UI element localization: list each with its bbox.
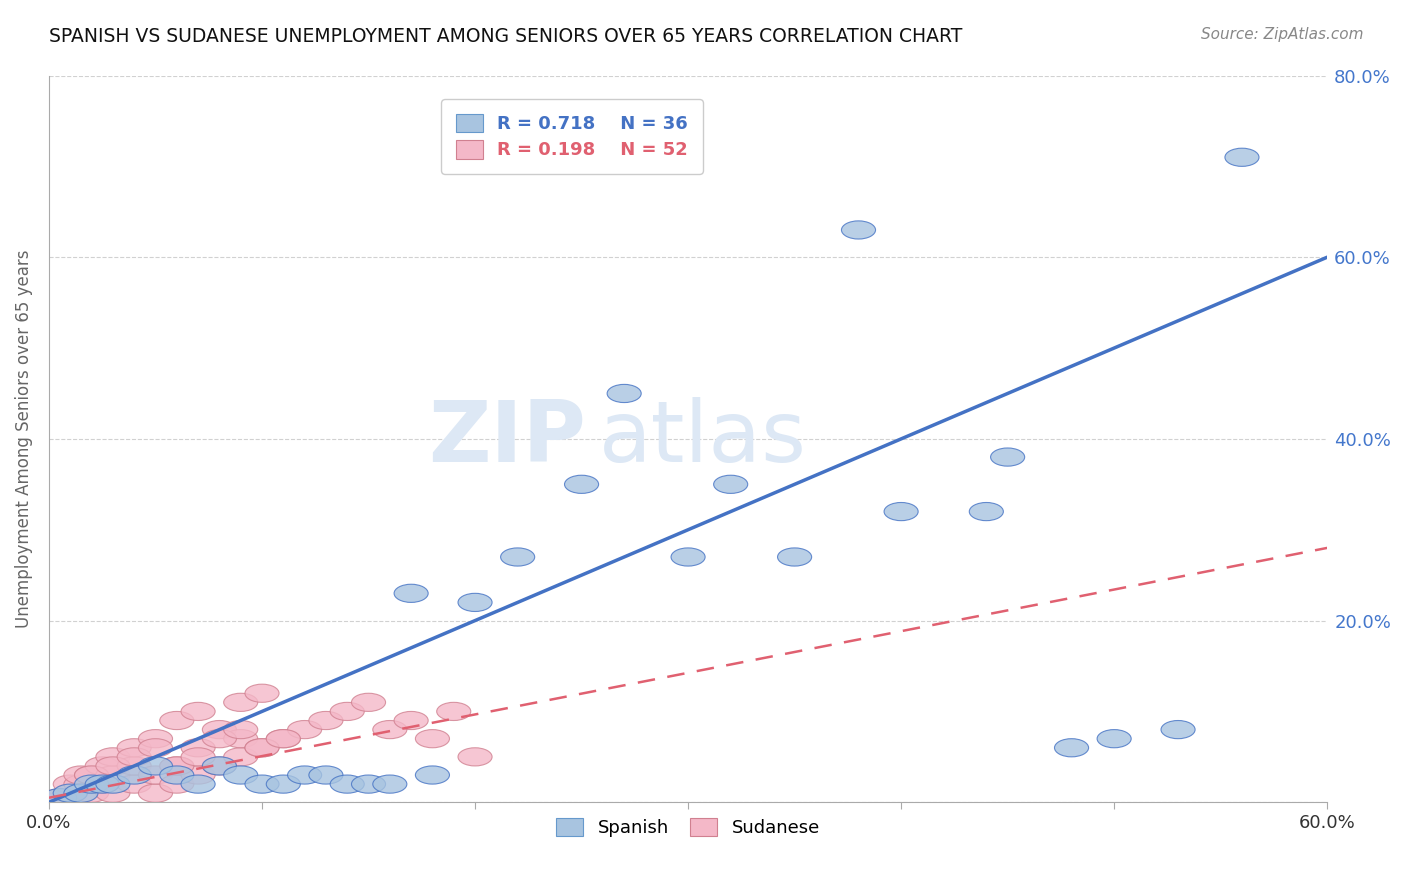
Ellipse shape — [202, 756, 236, 775]
Ellipse shape — [75, 775, 108, 793]
Ellipse shape — [53, 784, 87, 802]
Ellipse shape — [394, 712, 429, 730]
Ellipse shape — [138, 739, 173, 756]
Ellipse shape — [117, 756, 152, 775]
Ellipse shape — [352, 775, 385, 793]
Ellipse shape — [1054, 739, 1088, 756]
Ellipse shape — [202, 756, 236, 775]
Text: atlas: atlas — [599, 398, 807, 481]
Ellipse shape — [96, 784, 129, 802]
Ellipse shape — [181, 702, 215, 721]
Ellipse shape — [245, 739, 278, 756]
Ellipse shape — [42, 789, 77, 806]
Ellipse shape — [181, 739, 215, 756]
Ellipse shape — [160, 766, 194, 784]
Ellipse shape — [245, 739, 278, 756]
Ellipse shape — [565, 475, 599, 493]
Ellipse shape — [224, 730, 257, 747]
Ellipse shape — [330, 775, 364, 793]
Y-axis label: Unemployment Among Seniors over 65 years: Unemployment Among Seniors over 65 years — [15, 250, 32, 628]
Ellipse shape — [86, 775, 120, 793]
Ellipse shape — [288, 766, 322, 784]
Ellipse shape — [202, 721, 236, 739]
Ellipse shape — [160, 756, 194, 775]
Ellipse shape — [373, 775, 406, 793]
Ellipse shape — [160, 756, 194, 775]
Ellipse shape — [181, 766, 215, 784]
Ellipse shape — [160, 775, 194, 793]
Ellipse shape — [224, 766, 257, 784]
Ellipse shape — [224, 747, 257, 766]
Ellipse shape — [96, 775, 129, 793]
Ellipse shape — [437, 702, 471, 721]
Ellipse shape — [117, 739, 152, 756]
Ellipse shape — [32, 793, 66, 812]
Ellipse shape — [96, 766, 129, 784]
Ellipse shape — [181, 775, 215, 793]
Ellipse shape — [1225, 148, 1258, 167]
Ellipse shape — [63, 766, 98, 784]
Ellipse shape — [778, 548, 811, 566]
Ellipse shape — [42, 789, 77, 806]
Ellipse shape — [394, 584, 429, 602]
Ellipse shape — [86, 756, 120, 775]
Ellipse shape — [63, 784, 98, 802]
Ellipse shape — [53, 775, 87, 793]
Ellipse shape — [75, 766, 108, 784]
Ellipse shape — [714, 475, 748, 493]
Text: ZIP: ZIP — [427, 398, 586, 481]
Ellipse shape — [352, 693, 385, 712]
Ellipse shape — [245, 684, 278, 702]
Ellipse shape — [75, 784, 108, 802]
Ellipse shape — [266, 775, 301, 793]
Ellipse shape — [841, 221, 876, 239]
Ellipse shape — [86, 775, 120, 793]
Ellipse shape — [181, 747, 215, 766]
Ellipse shape — [224, 693, 257, 712]
Ellipse shape — [309, 712, 343, 730]
Ellipse shape — [607, 384, 641, 402]
Ellipse shape — [138, 756, 173, 775]
Legend: Spanish, Sudanese: Spanish, Sudanese — [548, 810, 827, 844]
Text: Source: ZipAtlas.com: Source: ZipAtlas.com — [1201, 27, 1364, 42]
Ellipse shape — [117, 775, 152, 793]
Ellipse shape — [138, 784, 173, 802]
Ellipse shape — [671, 548, 706, 566]
Ellipse shape — [373, 721, 406, 739]
Ellipse shape — [288, 721, 322, 739]
Ellipse shape — [266, 730, 301, 747]
Ellipse shape — [1161, 721, 1195, 739]
Ellipse shape — [501, 548, 534, 566]
Ellipse shape — [202, 730, 236, 747]
Ellipse shape — [117, 747, 152, 766]
Ellipse shape — [245, 775, 278, 793]
Ellipse shape — [330, 702, 364, 721]
Ellipse shape — [884, 502, 918, 521]
Ellipse shape — [991, 448, 1025, 467]
Ellipse shape — [309, 766, 343, 784]
Ellipse shape — [415, 766, 450, 784]
Ellipse shape — [160, 712, 194, 730]
Ellipse shape — [224, 721, 257, 739]
Ellipse shape — [96, 747, 129, 766]
Ellipse shape — [53, 784, 87, 802]
Ellipse shape — [138, 766, 173, 784]
Ellipse shape — [117, 766, 152, 784]
Ellipse shape — [138, 730, 173, 747]
Ellipse shape — [458, 747, 492, 766]
Ellipse shape — [1097, 730, 1132, 747]
Text: SPANISH VS SUDANESE UNEMPLOYMENT AMONG SENIORS OVER 65 YEARS CORRELATION CHART: SPANISH VS SUDANESE UNEMPLOYMENT AMONG S… — [49, 27, 963, 45]
Ellipse shape — [96, 756, 129, 775]
Ellipse shape — [969, 502, 1004, 521]
Ellipse shape — [458, 593, 492, 612]
Ellipse shape — [415, 730, 450, 747]
Ellipse shape — [75, 766, 108, 784]
Ellipse shape — [63, 775, 98, 793]
Ellipse shape — [266, 730, 301, 747]
